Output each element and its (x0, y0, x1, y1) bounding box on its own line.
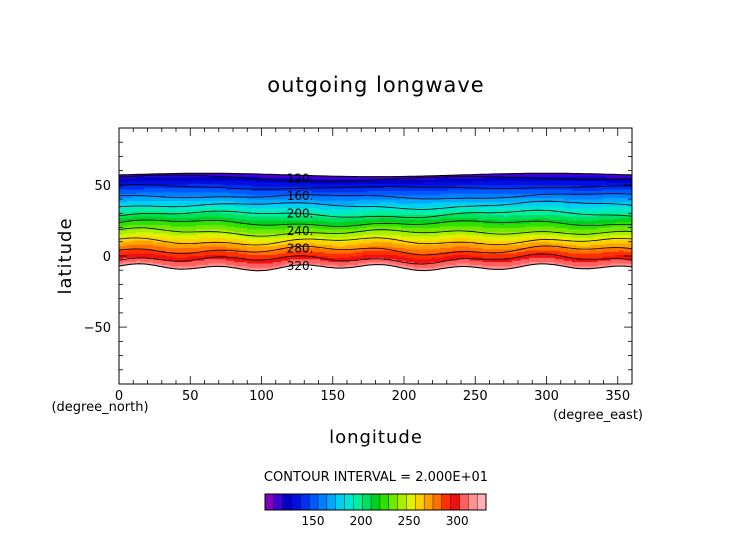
chart-title: outgoing longwave (267, 73, 484, 97)
